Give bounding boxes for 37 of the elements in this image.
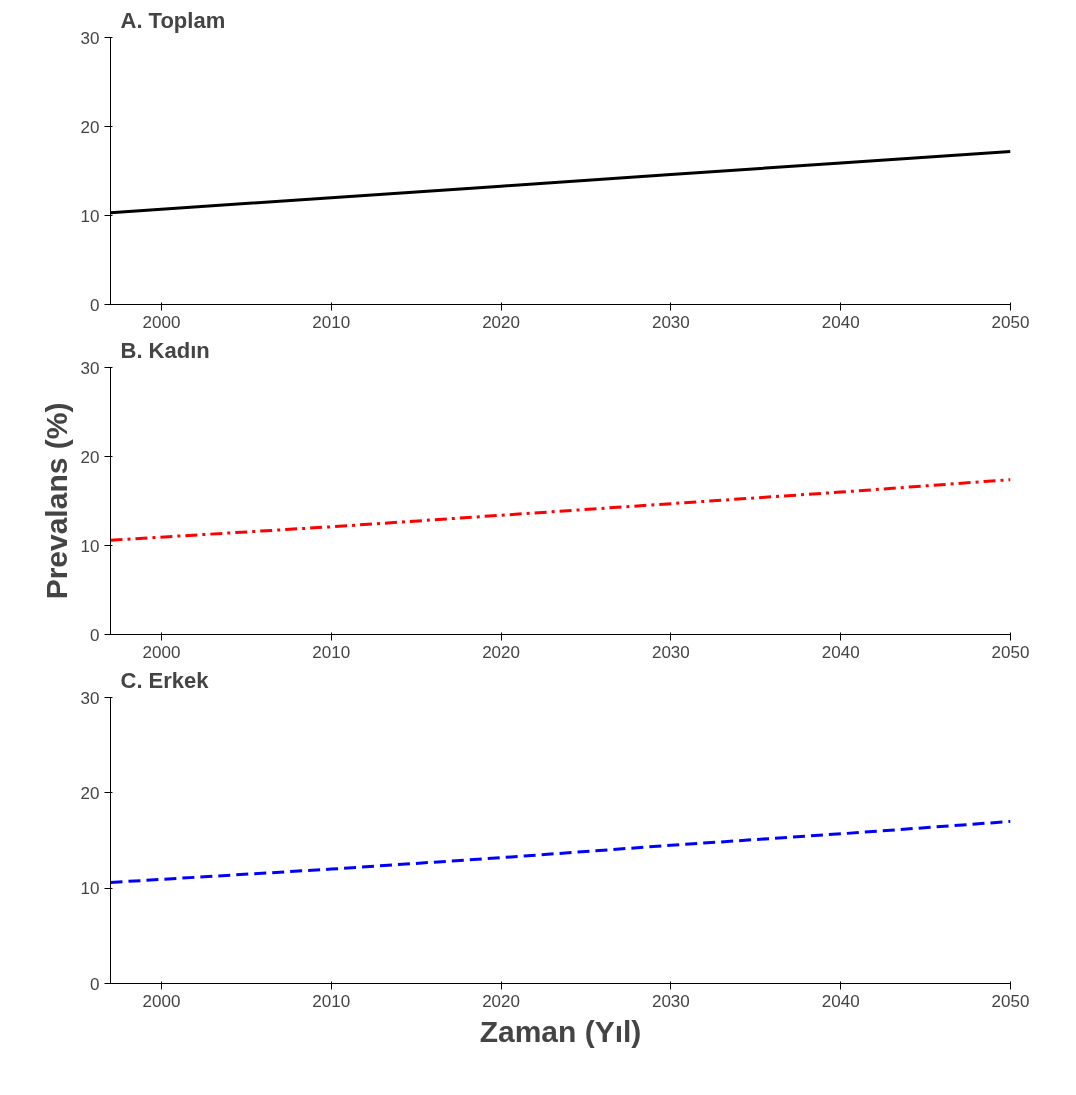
x-axis-title: Zaman (Yıl) bbox=[479, 1014, 642, 1048]
chart-title: C. Erkek bbox=[120, 667, 210, 693]
x-tick-label: 2040 bbox=[821, 642, 860, 662]
x-tick-label: 2050 bbox=[991, 312, 1030, 332]
x-tick-label: 2020 bbox=[482, 312, 520, 332]
y-tick-label: 30 bbox=[80, 358, 100, 378]
y-tick-label: 10 bbox=[80, 206, 100, 226]
x-tick-label: 2030 bbox=[651, 991, 690, 1011]
line-series bbox=[110, 819, 1011, 884]
y-tick-label: 20 bbox=[80, 447, 100, 467]
chart-title: A. Toplam bbox=[120, 7, 226, 33]
x-tick-label: 2020 bbox=[482, 991, 520, 1011]
x-tick-label: 2030 bbox=[651, 642, 690, 662]
line-series bbox=[110, 478, 1011, 542]
x-tick-label: 2050 bbox=[991, 642, 1030, 662]
x-tick-label: 2040 bbox=[821, 991, 860, 1011]
chart-title: B. Kadın bbox=[120, 337, 210, 363]
x-tick-label: 2030 bbox=[651, 312, 690, 332]
x-tick-label: 2010 bbox=[312, 312, 351, 332]
x-tick-label: 2040 bbox=[821, 312, 860, 332]
y-tick-label: 20 bbox=[80, 117, 100, 137]
y-tick-label: 30 bbox=[80, 688, 100, 708]
x-tick-label: 2000 bbox=[142, 991, 181, 1011]
x-tick-label: 2010 bbox=[312, 991, 351, 1011]
y-axis-title: Prevalans (%) bbox=[39, 402, 73, 600]
x-tick-label: 2010 bbox=[312, 642, 351, 662]
x-tick-label: 2020 bbox=[482, 642, 520, 662]
x-tick-label: 2000 bbox=[142, 642, 181, 662]
y-tick-label: 10 bbox=[80, 879, 100, 899]
y-tick-label: 0 bbox=[90, 295, 100, 315]
x-tick-label: 2000 bbox=[142, 312, 181, 332]
y-tick-label: 20 bbox=[80, 783, 100, 803]
y-tick-label: 0 bbox=[90, 974, 100, 994]
y-tick-label: 10 bbox=[80, 536, 100, 556]
x-tick-label: 2050 bbox=[991, 991, 1030, 1011]
y-tick-label: 30 bbox=[80, 28, 100, 48]
y-tick-label: 0 bbox=[90, 625, 100, 645]
